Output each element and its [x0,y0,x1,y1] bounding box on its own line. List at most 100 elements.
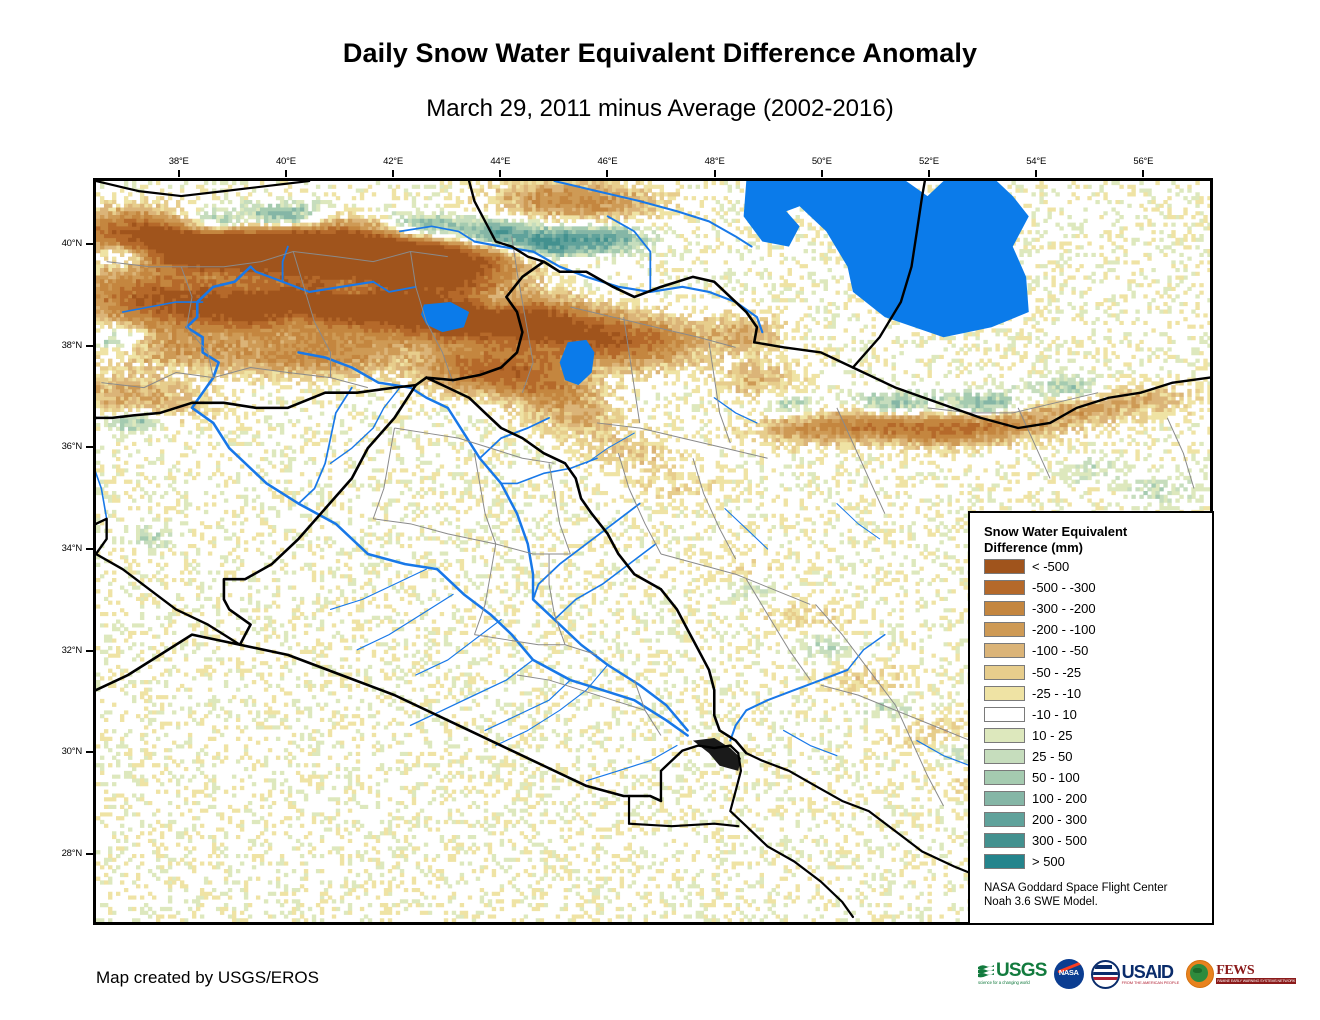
lake-urmia [559,339,595,386]
legend-title-line2: Difference (mm) [984,540,1083,555]
river [399,225,476,243]
lat-label: 38°N [61,339,83,351]
admin-border [474,634,598,656]
nasa-logo-text: NASA [1058,968,1079,977]
usgs-logo-text: USGS [996,960,1047,981]
turkey-syria-border [96,376,428,420]
lat-label: 28°N [61,847,83,859]
swe-cell-group [96,181,1204,794]
admin-border [745,578,811,681]
lon-tick [284,170,287,177]
river [585,744,678,782]
river [836,503,881,540]
legend-source-note: NASA Goddard Space Flight Center Noah 3.… [984,881,1199,909]
swe-cell-group [96,181,1210,922]
map-canvas[interactable] [96,181,1210,922]
legend-row: 25 - 50 [984,746,1212,767]
river [782,729,838,757]
legend-row: 100 - 200 [984,788,1212,809]
lat-tick [86,649,93,652]
swe-cell-group [96,184,1152,447]
lat-tick [86,751,93,754]
admin-border [394,427,555,464]
lon-label: 46°E [597,156,618,167]
river [372,280,417,293]
river [484,679,571,732]
lebanon-syria-border [96,517,108,556]
legend-row: 300 - 500 [984,830,1212,851]
agency-logo-bar: USGS science for a changing world NASA U… [978,957,1297,991]
legend-class-list: < -500 -500 - -300 -300 - -200 -200 - -100 -… [984,556,1212,872]
legend-label: 10 - 25 [1032,727,1073,743]
lon-label: 52°E [919,156,939,167]
admin-border [372,427,395,519]
legend-label: -50 - -25 [1032,664,1082,680]
river [356,593,454,651]
admin-border [815,604,896,706]
admin-border [1166,417,1195,489]
country-boundaries [96,181,1210,919]
lat-label: 40°N [61,238,83,250]
admin-border [617,453,662,555]
legend-row: > 500 [984,851,1212,872]
legend-label: 50 - 100 [1032,769,1080,785]
river [121,301,204,313]
legend-row: -200 - -100 [984,619,1212,640]
river [495,664,609,747]
usaid-logo-tagline: FROM THE AMERICAN PEOPLE [1121,979,1180,985]
iran-caspian-sector [753,341,855,369]
admin-border [623,317,641,424]
turkey-georgia-armenia-border [467,181,545,263]
admin-border [292,251,332,378]
usaid-logo-textblock: USAID FROM THE AMERICAN PEOPLE [1121,963,1180,985]
lon-tick [1142,170,1145,177]
lat-label: 32°N [61,644,83,656]
admin-border [660,553,811,605]
river [329,568,427,610]
iraq-syria-jordan-border [96,383,418,692]
admin-border [548,463,571,555]
lon-tick [392,170,395,177]
admin-border [410,251,454,383]
lon-label: 44°E [490,156,511,167]
swe-anomaly-raster [96,181,1210,922]
river [249,265,375,293]
lat-label: 34°N [61,542,83,554]
lon-label: 40°E [275,156,296,167]
lon-label: 48°E [704,156,725,167]
river [281,245,289,283]
legend-label: -100 - -50 [1032,643,1089,659]
legend-swatch [984,664,1025,680]
river [846,633,886,671]
iraq-saudi-border [238,643,663,803]
legend-label: -200 - -100 [1032,622,1096,638]
lat-tick [86,852,93,855]
legend-title-line1: Snow Water Equivalent [984,524,1128,539]
lon-label: 38°E [168,156,189,167]
admin-border [516,674,646,711]
river [729,668,849,742]
river [297,351,689,732]
legend-swatch [984,833,1025,849]
legend-swatch [984,727,1025,743]
gulf-head [692,737,741,771]
legend-source-line2: Noah 3.6 SWE Model. [984,896,1098,909]
lon-label: 54°E [1026,156,1047,167]
river [96,471,108,520]
fewsnet-logo-text: FEWS [1216,962,1255,978]
legend-label: 100 - 200 [1032,791,1087,807]
legend-swatch [984,854,1025,870]
river [409,659,534,727]
lon-tick [606,170,609,177]
legend-label: 25 - 50 [1032,748,1073,764]
nasa-logo: NASA [1053,959,1084,989]
river [297,386,353,505]
legend-swatch [984,559,1025,575]
river [585,432,635,464]
legend-row: 200 - 300 [984,809,1212,830]
swe-cell-group [96,181,1210,922]
legend-row: -50 - -25 [984,661,1212,682]
river [532,502,641,601]
lon-label: 56°E [1133,156,1154,167]
legend-label: 200 - 300 [1032,812,1087,828]
